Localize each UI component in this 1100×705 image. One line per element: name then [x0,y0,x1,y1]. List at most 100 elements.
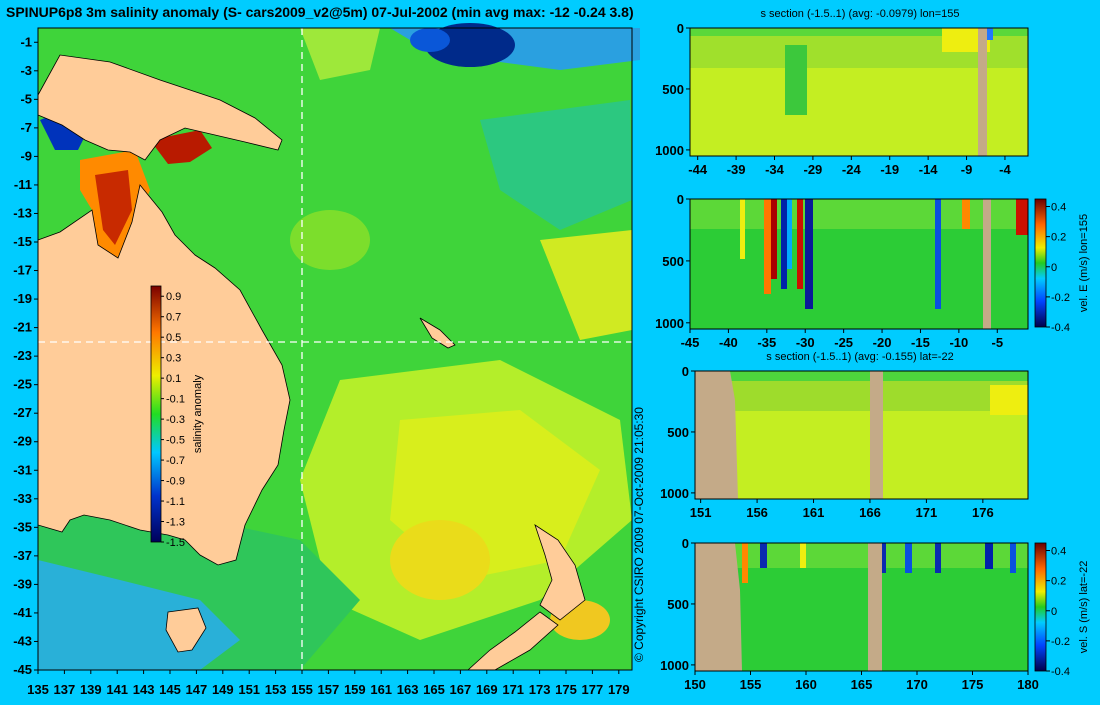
velocity-colorbar-tick-label: -0.2 [1051,636,1070,648]
section-x-tick-label: -35 [757,335,776,350]
panel-4-east-jet-1 [742,543,748,583]
map-x-ticks: 135 137 139 141 143 145 147 149 151 153 155 157 159 1… [27,670,630,697]
map-y-tick-label: -41 [13,605,32,620]
section-x-tick-label: -39 [727,162,746,177]
panel-3-land-mid [870,371,883,499]
panel-3-land-west [695,371,738,499]
map-y-tick-label: -11 [14,177,32,192]
map-region-low-north [425,23,515,67]
map-y-ticks: -1 -3 -5 -7 -9 -11 -13 -15 -17 -19 -21 -23 -25 -27 -29… [13,34,38,677]
panel-4-land-mid [868,543,882,671]
panel-2-east-jet-5 [1016,199,1028,235]
map-y-tick-label: -5 [20,91,32,106]
section-y-tick-label: 0 [677,21,684,36]
panel-2-upper-layer [690,199,1028,229]
panel-2-yellow-streak [740,199,745,259]
map-region-low-north-2 [410,28,450,52]
main-title: SPINUP6p8 3m salinity anomaly (S- cars20… [6,4,634,20]
panel-2-colorbar: 0.4 0.2 0 -0.2 -0.4 vel. E (m/s) lon=155 [1034,198,1090,334]
velocity-colorbar-tick-label: 0.2 [1051,232,1066,244]
section-y-tick-label: 500 [662,82,684,97]
salinity-colorbar-tick-label: 0.3 [166,353,181,365]
salinity-colorbar-tick-label: -0.5 [166,435,185,447]
velocity-colorbar-tick-label: -0.4 [1051,666,1070,678]
map-y-tick-label: -39 [13,576,32,591]
map-y-tick-label: -33 [13,491,32,506]
section-x-tick-label: 155 [740,677,762,692]
panel-1-land [978,28,987,156]
panel-2-west-jet-4 [935,199,941,309]
section-x-tick-label: -29 [804,162,823,177]
section-x-tick-label: -40 [719,335,738,350]
map-y-tick-label: -17 [13,263,32,278]
panel-4-west-jet-1 [760,543,767,568]
panel-4-land-west [695,543,742,671]
section-y-tick-label: 0 [682,536,689,551]
section-x-tick-label: 171 [916,505,938,520]
panel-1-surface [690,28,1028,36]
salinity-colorbar-tick-label: -0.3 [166,414,185,426]
new-zealand-north [534,524,586,621]
map-region-east-yellow [540,230,632,340]
section-x-tick-label: 166 [859,505,881,520]
map-region-coral-sea [290,210,370,270]
salinity-colorbar-tick-label: -1.5 [166,537,185,549]
salinity-colorbar-tick-label: -1.1 [166,496,185,508]
map-y-tick-label: -31 [13,462,32,477]
panel-1-blue-patch [985,28,993,40]
velocity-colorbar-tick-label: 0 [1051,606,1057,618]
panel-4-colorbar-ticks: 0.4 0.2 0 -0.2 -0.4 [1046,546,1070,678]
map-y-tick-label: -7 [20,120,32,135]
panel-4-colorbar-scale [1034,542,1047,672]
map-x-tick-label: 171 [502,682,524,697]
section-x-tick-label: -4 [999,162,1011,177]
salinity-colorbar-tick-label: -0.9 [166,476,185,488]
panel-2-east-jet-3 [797,199,803,289]
panel-2-ticks: 0 500 1000 -45 -40 -35 -30 -25 -20 -15 -10 -5 [655,192,1003,350]
panel-1-ticks: 0 500 1000 -44 -39 -34 -29 -24 -19 -14 -9 -4 [655,21,1011,177]
salinity-colorbar-tick-label: 0.5 [166,332,181,344]
section-x-tick-label: 161 [803,505,825,520]
section-y-tick-label: 0 [677,192,684,207]
section-x-tick-label: -20 [873,335,892,350]
panel-2-west-jet-1 [781,199,787,289]
panel-3-surface [695,371,1028,381]
map-x-tick-label: 173 [529,682,551,697]
panel-4-west-jet-5 [985,543,993,569]
map-x-tick-label: 153 [265,682,287,697]
panel-2-west-jet-2 [787,199,792,269]
map-x-tick-label: 177 [582,682,604,697]
panel-1-low-band [785,45,807,115]
salinity-colorbar: 0.9 0.7 0.5 0.3 0.1 -0.1 -0.3 -0.5 -0.7 -0.9 -1.1 -… [150,285,204,549]
panel-4-colorbar: 0.4 0.2 0 -0.2 -0.4 vel. S (m/s) lat=-22 [1034,542,1090,678]
panel-4-west-jet-4 [935,543,941,573]
panel-4-plot [694,542,1029,672]
panel-4-ticks: 0 500 1000 150 155 160 165 170 175 180 [660,536,1039,692]
map-y-tick-label: -15 [13,234,32,249]
section-x-tick-label: 180 [1017,677,1039,692]
panel-2-land [983,199,991,329]
section-x-tick-label: 151 [690,505,712,520]
map-x-tick-label: 157 [318,682,340,697]
section-x-tick-label: -34 [765,162,785,177]
map-y-tick-label: -43 [13,633,32,648]
map-x-tick-label: 175 [555,682,577,697]
section-y-tick-label: 500 [667,425,689,440]
panel-2-colorbar-scale [1034,198,1047,328]
velocity-colorbar-tick-label: 0 [1051,262,1057,274]
section-y-tick-label: 500 [667,597,689,612]
panel-2-plot [689,198,1029,330]
tasmania [165,607,207,653]
section-x-tick-label: -15 [911,335,930,350]
panel-2-colorbar-ticks: 0.4 0.2 0 -0.2 -0.4 [1046,202,1070,334]
section-y-tick-label: 1000 [655,143,684,158]
salinity-colorbar-tick-label: 0.1 [166,373,181,385]
map-y-tick-label: -19 [13,291,32,306]
panel-2-west-jet-3 [805,199,813,309]
panel-4-west-jet-6 [1010,543,1016,573]
map-x-tick-label: 167 [450,682,472,697]
map-x-tick-label: 149 [212,682,234,697]
map-x-tick-label: 159 [344,682,366,697]
section-x-tick-label: -30 [796,335,815,350]
